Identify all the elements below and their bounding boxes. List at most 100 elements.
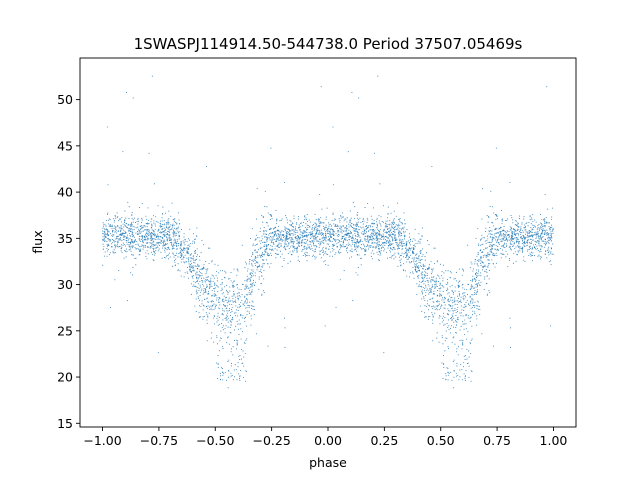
data-point [397,265,399,267]
data-point [489,241,491,244]
data-point [420,274,422,276]
data-point [528,236,530,238]
data-point [510,243,512,245]
data-point [267,263,269,265]
data-point [444,340,446,342]
data-point [522,238,524,240]
data-point [266,246,268,248]
data-point [152,253,154,256]
data-point [317,235,319,238]
data-point [344,227,347,229]
data-point [139,249,141,251]
data-point [402,227,404,229]
data-point [221,293,223,295]
data-point [137,218,139,220]
data-point [529,219,531,221]
data-point [332,126,334,128]
data-point [186,251,188,253]
data-point [529,215,531,217]
data-point [436,300,438,303]
data-point [184,262,186,264]
data-point [103,228,106,230]
data-point [364,254,366,256]
data-point [228,308,231,310]
data-point [419,241,421,243]
data-point [383,229,385,231]
data-point [223,310,225,312]
data-point [330,236,332,238]
data-point [269,235,271,237]
data-point [398,230,400,232]
data-point [246,307,248,309]
data-point [281,239,283,241]
data-point [538,238,540,240]
data-point [323,242,325,244]
data-point [183,256,185,258]
data-point [388,230,390,232]
data-point [472,279,474,281]
data-point [286,222,288,224]
data-point [416,253,418,255]
data-point [418,256,420,258]
data-point [176,244,178,246]
data-point [169,241,171,244]
data-point [342,244,344,246]
data-point [107,223,109,225]
data-point [313,251,315,253]
data-point [207,315,209,317]
data-point [477,305,479,307]
data-point [475,272,478,274]
data-point [169,235,171,237]
data-point [110,306,112,309]
data-point [250,324,252,326]
data-point [503,253,505,255]
data-point [193,255,195,257]
data-point [152,259,154,261]
data-point [480,281,482,283]
data-point [232,297,234,300]
data-point [108,218,110,220]
data-point [332,213,334,216]
data-point [116,246,118,248]
data-point [224,299,226,301]
data-point [398,247,400,249]
data-point [540,250,542,252]
data-point [138,244,140,246]
data-point [543,233,546,236]
data-point [263,254,265,256]
data-point [469,343,472,345]
data-point [523,242,525,244]
data-point [482,267,484,269]
data-point [312,238,315,240]
data-point [192,265,194,267]
data-point [443,299,445,301]
data-point [452,319,454,321]
data-point [270,236,272,238]
data-point [320,221,322,223]
data-point [480,275,482,277]
data-point [120,224,122,227]
data-point [363,244,365,246]
data-point [331,225,333,227]
data-point [414,228,416,230]
data-point [195,291,197,293]
data-point [488,254,491,256]
data-point [214,288,216,290]
data-point [510,227,512,229]
data-point [182,251,184,253]
data-point [506,236,508,238]
data-point [506,244,508,246]
data-point [452,291,454,293]
data-point [211,309,213,311]
data-point [169,239,171,242]
data-point [329,223,331,225]
data-point [391,226,393,228]
data-point [136,220,138,222]
data-point [509,235,511,237]
data-point [178,253,180,255]
data-point [111,246,113,248]
data-point [413,244,415,246]
data-point [278,246,281,249]
data-point [180,250,182,252]
